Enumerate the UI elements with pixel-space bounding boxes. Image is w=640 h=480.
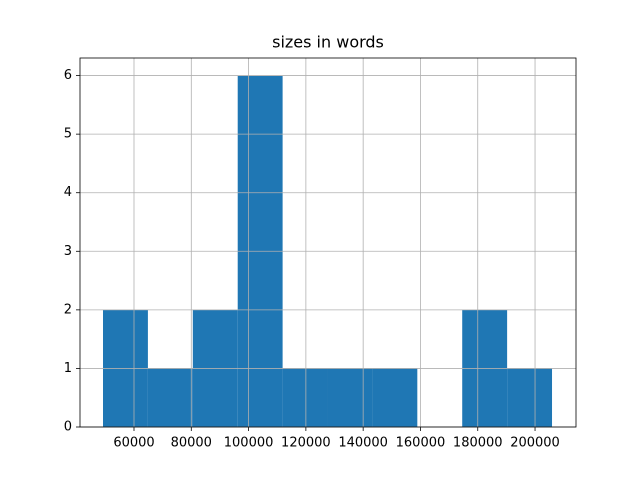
bar xyxy=(282,368,328,427)
bar xyxy=(327,368,373,427)
chart-title: sizes in words xyxy=(272,33,384,52)
y-tick-label: 3 xyxy=(64,244,72,259)
x-tick-label: 60000 xyxy=(113,436,154,451)
bar xyxy=(372,368,418,427)
y-tick-label: 5 xyxy=(64,127,72,142)
x-tick-label: 200000 xyxy=(510,436,560,451)
y-tick-label: 1 xyxy=(64,361,72,376)
x-tick-label: 180000 xyxy=(453,436,503,451)
plot-frame xyxy=(79,57,577,428)
bar xyxy=(147,368,193,427)
y-tick-label: 6 xyxy=(64,68,72,83)
x-tick-label: 80000 xyxy=(171,436,212,451)
x-tick-label: 120000 xyxy=(281,436,331,451)
x-tick-label: 140000 xyxy=(338,436,388,451)
y-tick-label: 2 xyxy=(64,302,72,317)
y-tick-label: 4 xyxy=(64,185,72,200)
x-tick-label: 100000 xyxy=(224,436,274,451)
x-tick-label: 160000 xyxy=(396,436,446,451)
y-tick-label: 0 xyxy=(64,420,72,435)
bar xyxy=(507,368,553,427)
